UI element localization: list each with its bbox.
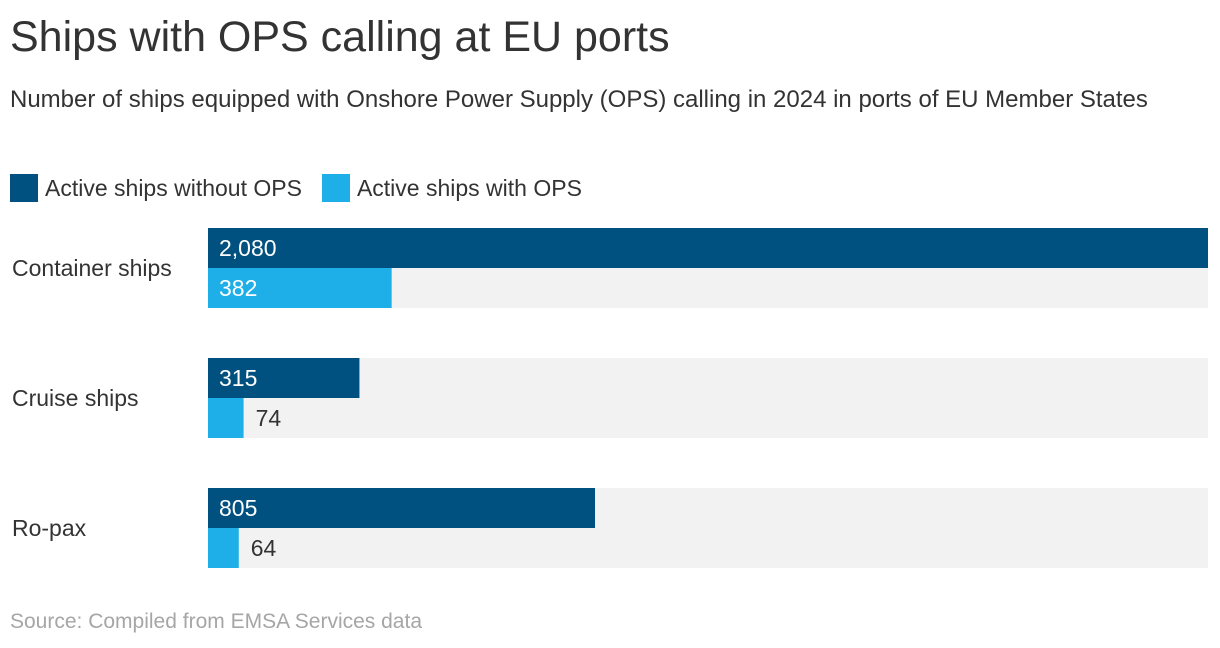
- bar-ro-pax-active-ships-with-ops: [208, 528, 239, 568]
- category-label-container-ships: Container ships: [12, 255, 172, 281]
- bar-cruise-ships-active-ships-with-ops: [208, 398, 244, 438]
- legend: Active ships without OPS Active ships wi…: [10, 172, 602, 204]
- category-label-cruise-ships: Cruise ships: [12, 385, 139, 411]
- legend-item-without-ops: Active ships without OPS: [10, 174, 302, 202]
- bar-container-ships-active-ships-with-ops: [208, 268, 392, 308]
- chart-subtitle: Number of ships equipped with Onshore Po…: [10, 86, 1148, 113]
- data-label-cruise-ships-active-ships-without-ops: 315: [219, 365, 257, 391]
- bar-chart: Container ships 2,080 382 Cruise ships 315 74…: [12, 228, 1208, 568]
- bar-container-ships-active-ships-without-ops: [208, 228, 1208, 268]
- chart-title: Ships with OPS calling at EU ports: [10, 13, 670, 61]
- legend-swatch-with-ops: [321, 174, 350, 202]
- legend-item-with-ops: Active ships with OPS: [321, 174, 582, 202]
- data-label-container-ships-active-ships-without-ops: 2,080: [219, 235, 277, 261]
- category-label-ro-pax: Ro-pax: [12, 515, 87, 541]
- data-label-ro-pax-active-ships-with-ops: 64: [251, 535, 277, 561]
- bar-ro-pax-active-ships-without-ops: [208, 488, 596, 528]
- legend-label-without-ops: Active ships without OPS: [45, 174, 302, 201]
- data-label-container-ships-active-ships-with-ops: 382: [219, 275, 257, 301]
- bar-track-cruise-ships: [208, 358, 1208, 438]
- data-label-cruise-ships-active-ships-with-ops: 74: [256, 405, 282, 431]
- legend-label-with-ops: Active ships with OPS: [356, 174, 582, 201]
- source-note: Source: Compiled from EMSA Services data: [10, 610, 423, 633]
- legend-swatch-without-ops: [10, 174, 38, 202]
- data-label-ro-pax-active-ships-without-ops: 805: [219, 495, 257, 521]
- bar-cruise-ships-active-ships-without-ops: [208, 358, 360, 398]
